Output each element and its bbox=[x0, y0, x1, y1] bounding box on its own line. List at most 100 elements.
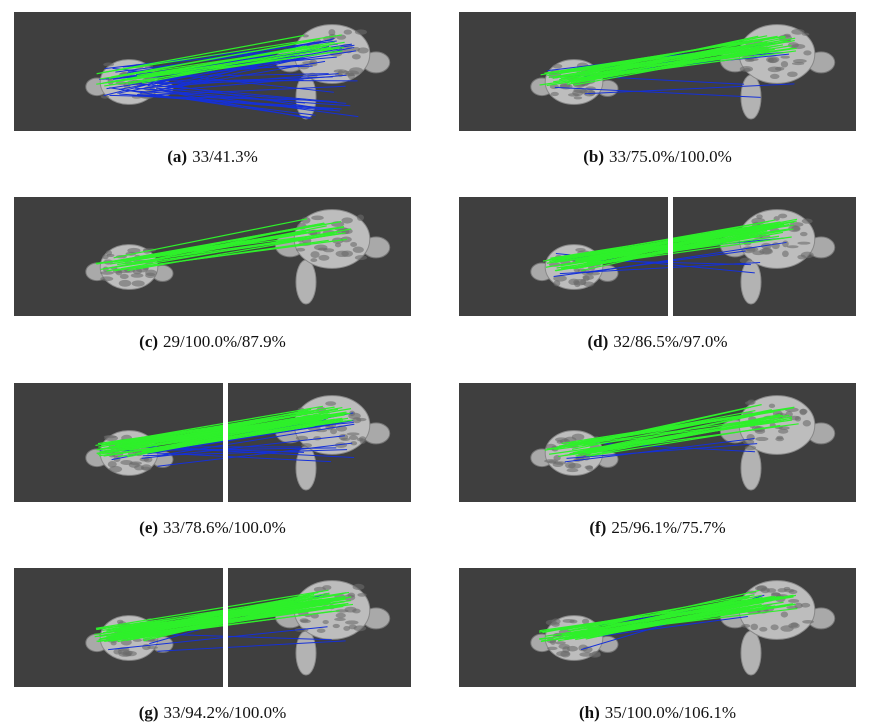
texture bbox=[792, 62, 804, 65]
texture bbox=[132, 280, 145, 286]
texture bbox=[300, 620, 311, 624]
texture bbox=[771, 624, 779, 630]
texture bbox=[745, 58, 754, 62]
texture bbox=[740, 66, 753, 72]
texture bbox=[349, 435, 358, 440]
caption: (g)33/94.2%/100.0% bbox=[14, 703, 411, 723]
match-image bbox=[459, 383, 856, 502]
texture bbox=[781, 61, 788, 68]
texture bbox=[353, 247, 364, 253]
texture bbox=[325, 401, 336, 406]
texture bbox=[551, 622, 560, 627]
caption-label: (c) bbox=[139, 332, 158, 351]
divider bbox=[223, 568, 228, 687]
texture bbox=[310, 251, 319, 258]
texture bbox=[111, 641, 117, 645]
texture bbox=[789, 590, 798, 594]
head-lower bbox=[296, 260, 316, 304]
texture bbox=[775, 67, 784, 71]
texture bbox=[790, 622, 798, 627]
match-image bbox=[459, 12, 856, 131]
caption-label: (f) bbox=[589, 518, 606, 537]
texture bbox=[745, 401, 754, 405]
texture bbox=[318, 255, 329, 261]
texture bbox=[759, 248, 773, 254]
texture bbox=[113, 649, 121, 655]
caption-label: (a) bbox=[167, 147, 187, 166]
match-image bbox=[14, 12, 411, 131]
head-lower bbox=[296, 75, 316, 119]
texture bbox=[103, 62, 114, 66]
texture bbox=[352, 54, 361, 59]
texture bbox=[355, 29, 367, 34]
texture bbox=[341, 217, 352, 223]
texture bbox=[797, 242, 810, 245]
texture bbox=[333, 624, 340, 628]
texture bbox=[574, 96, 582, 99]
texture bbox=[314, 245, 328, 251]
caption: (f) 25/96.1%/75.7% bbox=[459, 518, 856, 538]
texture bbox=[741, 624, 750, 628]
texture bbox=[336, 613, 346, 618]
texture bbox=[350, 242, 357, 247]
texture bbox=[769, 404, 775, 408]
match-image bbox=[14, 197, 411, 316]
texture bbox=[100, 276, 113, 281]
texture bbox=[768, 58, 774, 62]
caption: (e) 33/78.6%/100.0% bbox=[14, 518, 411, 538]
texture bbox=[553, 64, 563, 69]
texture bbox=[551, 92, 559, 96]
texture bbox=[104, 435, 117, 438]
texture bbox=[357, 593, 366, 597]
texture bbox=[344, 30, 352, 35]
texture bbox=[795, 416, 801, 421]
match-image bbox=[459, 197, 856, 316]
texture bbox=[745, 445, 757, 450]
texture bbox=[120, 460, 133, 465]
texture bbox=[355, 255, 367, 260]
caption-text: 33/75.0%/100.0% bbox=[609, 147, 732, 166]
texture bbox=[569, 620, 577, 624]
texture bbox=[799, 409, 807, 414]
caption: (h)35/100.0%/106.1% bbox=[459, 703, 856, 723]
divider bbox=[223, 383, 228, 502]
texture bbox=[341, 438, 350, 441]
texture bbox=[751, 624, 759, 630]
texture bbox=[780, 56, 790, 59]
caption: (c)29/100.0%/87.9% bbox=[14, 332, 411, 352]
texture bbox=[565, 462, 576, 469]
texture bbox=[781, 611, 788, 617]
texture bbox=[301, 217, 310, 224]
texture bbox=[347, 432, 360, 435]
caption: (b)33/75.0%/100.0% bbox=[459, 147, 856, 167]
texture bbox=[782, 241, 789, 248]
texture bbox=[794, 603, 802, 609]
texture bbox=[301, 443, 312, 447]
texture bbox=[311, 215, 324, 220]
texture bbox=[548, 460, 556, 463]
caption-text: 25/96.1%/75.7% bbox=[611, 518, 725, 537]
texture bbox=[547, 647, 558, 651]
caption-text: 33/41.3% bbox=[192, 147, 258, 166]
texture bbox=[787, 72, 798, 77]
texture bbox=[100, 271, 114, 275]
texture bbox=[555, 641, 566, 644]
texture bbox=[109, 466, 122, 473]
texture bbox=[803, 50, 811, 55]
texture bbox=[567, 469, 579, 473]
caption-label: (e) bbox=[139, 518, 158, 537]
texture bbox=[341, 250, 353, 256]
caption-text: 33/78.6%/100.0% bbox=[163, 518, 286, 537]
caption: (d) 32/86.5%/97.0% bbox=[459, 332, 856, 352]
caption-label: (h) bbox=[579, 703, 600, 722]
texture bbox=[317, 629, 326, 633]
texture bbox=[746, 434, 754, 441]
texture bbox=[122, 653, 131, 656]
texture bbox=[353, 584, 365, 590]
texture bbox=[801, 252, 814, 259]
caption-text: 32/86.5%/97.0% bbox=[613, 332, 727, 351]
texture bbox=[770, 74, 780, 79]
caption-label: (d) bbox=[587, 332, 608, 351]
texture bbox=[782, 250, 789, 257]
texture bbox=[788, 599, 799, 603]
